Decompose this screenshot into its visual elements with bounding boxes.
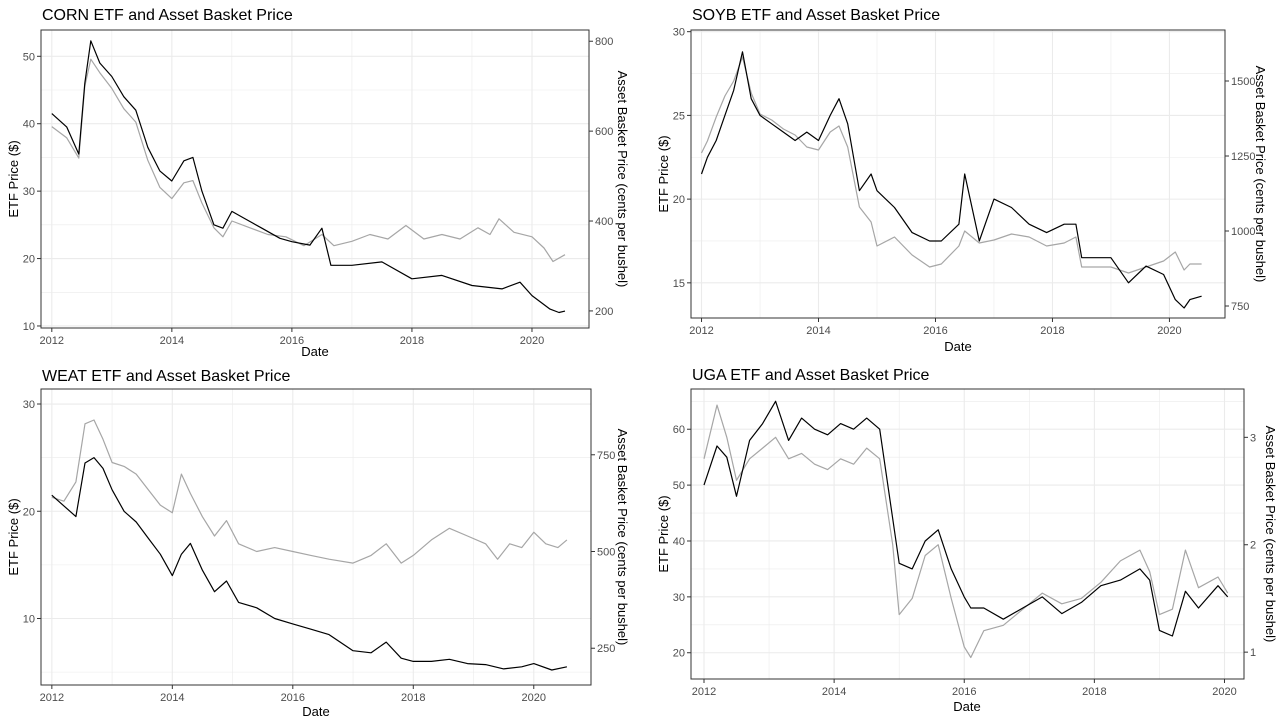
etf-price-line [703,400,1229,637]
y2-tick-label: 1000 [1231,226,1255,238]
etf-price-line [51,40,566,314]
y2-tick-label: 1250 [1231,151,1255,163]
x-tick-label: 2020 [1212,686,1236,698]
y2-tick-label: 3 [1250,432,1256,444]
y-tick-label: 10 [23,614,35,626]
panel-border [690,29,1226,319]
y2-tick-label: 750 [597,450,615,462]
chart-panel-2: 2012 2014 2016 2018 2020 10 20 30 250 500 750 WEAT … [6,368,630,719]
x-tick-label: 2012 [40,335,64,347]
x-tick-label: 2012 [692,686,716,698]
x-axis-label: Date [302,704,329,719]
x-tick-label: 2016 [281,692,305,704]
x-axis-label: Date [301,344,328,359]
asset-basket-price-line [700,56,1202,274]
chart-title: CORN ETF and Asset Basket Price [42,7,293,24]
y2-tick-label: 500 [597,547,615,559]
x-tick-label: 2018 [400,335,424,347]
plot-background [691,30,1225,318]
y-tick-label: 50 [673,480,685,492]
x-tick-label: 2020 [1157,325,1181,337]
x-tick-label: 2012 [40,692,64,704]
y2-axis-label: Asset Basket Price (cents per bushel) [615,71,630,288]
panel-border [40,388,592,686]
y-tick-label: 50 [23,51,35,63]
y2-axis-label: Asset Basket Price (cents per bushel) [1253,66,1268,283]
y2-tick-label: 750 [1231,301,1249,313]
y2-tick-label: 800 [595,36,613,48]
y-tick-label: 10 [23,321,35,333]
x-tick-label: 2016 [952,686,976,698]
y-axis-label: ETF Price ($) [656,495,671,572]
x-tick-label: 2014 [160,335,184,347]
y2-axis-label: Asset Basket Price (cents per bushel) [1263,426,1278,643]
y-tick-label: 20 [23,254,35,266]
y2-tick-label: 200 [595,306,613,318]
y2-axis-label: Asset Basket Price (cents per bushel) [615,429,630,646]
y-tick-label: 40 [23,119,35,131]
x-tick-label: 2018 [401,692,425,704]
plot-background [691,389,1244,679]
y2-tick-label: 600 [595,126,613,138]
x-tick-label: 2020 [522,692,546,704]
y2-tick-label: 1 [1250,647,1256,659]
y-tick-label: 30 [673,592,685,604]
y-tick-label: 25 [673,110,685,122]
chart-title: WEAT ETF and Asset Basket Price [42,368,290,385]
asset-basket-price-line [51,419,568,564]
y-tick-label: 30 [23,186,35,198]
y2-tick-label: 250 [597,643,615,655]
etf-price-line [51,457,568,671]
x-tick-label: 2014 [160,692,184,704]
y-tick-label: 30 [673,27,685,39]
x-tick-label: 2014 [822,686,846,698]
x-tick-label: 2016 [280,335,304,347]
x-tick-label: 2020 [520,335,544,347]
y2-tick-label: 2 [1250,540,1256,552]
y-tick-label: 40 [673,536,685,548]
chart-title: SOYB ETF and Asset Basket Price [692,7,940,24]
y-axis-label: ETF Price ($) [656,135,671,212]
y-tick-label: 20 [673,648,685,660]
x-axis-label: Date [953,699,980,714]
panel-border [40,29,590,329]
x-tick-label: 2018 [1082,686,1106,698]
y-tick-label: 15 [673,278,685,290]
asset-basket-price-line [703,404,1229,659]
panel-border [690,388,1245,680]
x-tick-label: 2016 [923,325,947,337]
x-tick-label: 2012 [689,325,713,337]
x-tick-label: 2014 [806,325,830,337]
chart-panel-0: 2012 2014 2016 2018 2020 10 20 30 40 50 200 400 600 8… [6,7,630,359]
asset-basket-price-line [51,58,566,263]
y-tick-label: 30 [23,399,35,411]
chart-panel-1: 2012 2014 2016 2018 2020 15 20 25 30 750 1000 1250 1… [656,7,1268,354]
plot-background [41,389,591,685]
etf-price-line [700,51,1202,309]
x-tick-label: 2018 [1040,325,1064,337]
plot-background [41,30,589,328]
y-axis-label: ETF Price ($) [6,140,21,217]
y2-tick-label: 1500 [1231,76,1255,88]
y-tick-label: 20 [673,194,685,206]
y-tick-label: 20 [23,506,35,518]
y2-tick-label: 400 [595,216,613,228]
y-axis-label: ETF Price ($) [6,498,21,575]
chart-title: UGA ETF and Asset Basket Price [692,367,930,384]
x-axis-label: Date [944,339,971,354]
y-tick-label: 60 [673,424,685,436]
